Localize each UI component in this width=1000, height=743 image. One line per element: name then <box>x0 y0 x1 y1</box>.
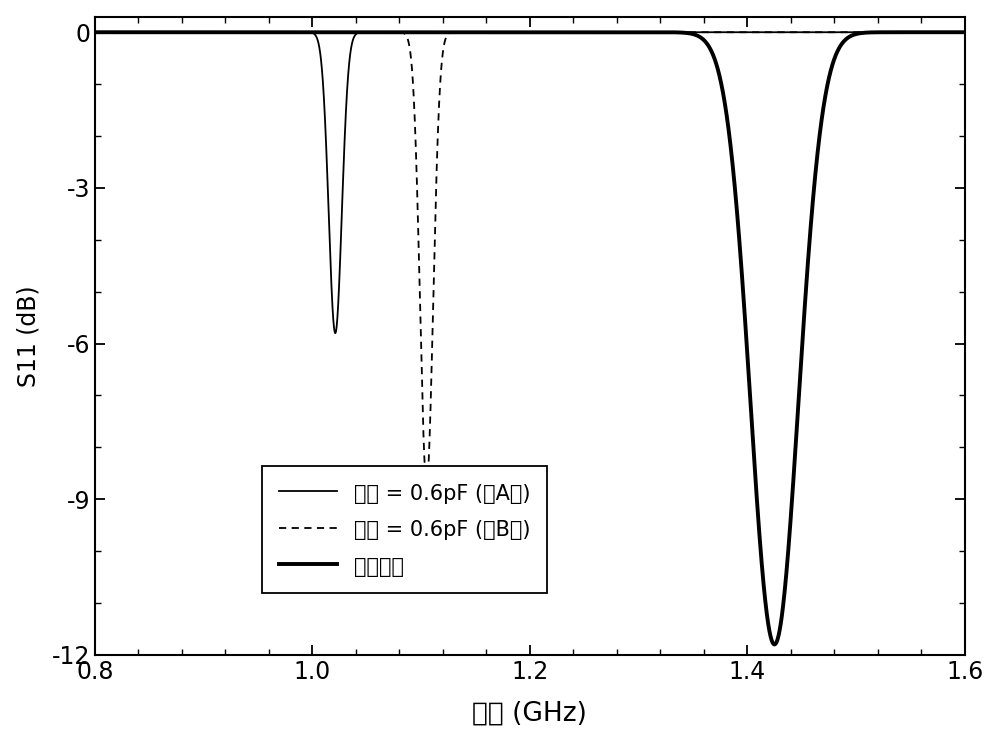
Legend: 电容 = 0.6pF (在A点), 电容 = 0.6pF (在B点), 原始缝隙: 电容 = 0.6pF (在A点), 电容 = 0.6pF (在B点), 原始缝隙 <box>262 466 547 594</box>
Y-axis label: S11 (dB): S11 (dB) <box>17 285 41 386</box>
X-axis label: 频率 (GHz): 频率 (GHz) <box>472 701 587 727</box>
